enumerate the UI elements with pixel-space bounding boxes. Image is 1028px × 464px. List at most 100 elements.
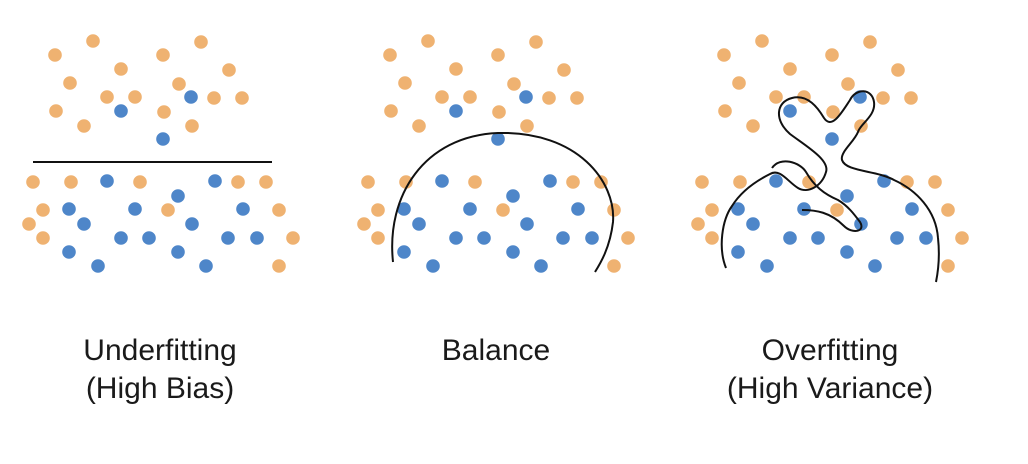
blue-point: [77, 217, 91, 231]
orange-point: [695, 175, 709, 189]
blue-point: [506, 245, 520, 259]
orange-point: [520, 119, 534, 133]
orange-point: [421, 34, 435, 48]
blue-point: [556, 231, 570, 245]
orange-point: [357, 217, 371, 231]
blue-point: [731, 245, 745, 259]
orange-point: [157, 105, 171, 119]
orange-point: [876, 91, 890, 105]
blue-point: [506, 189, 520, 203]
orange-point: [746, 119, 760, 133]
blue-point: [449, 104, 463, 118]
blue-point: [534, 259, 548, 273]
orange-point: [891, 63, 905, 77]
orange-point: [607, 203, 621, 217]
orange-point: [491, 48, 505, 62]
blue-point: [797, 202, 811, 216]
orange-point: [172, 77, 186, 91]
blue-point: [811, 231, 825, 245]
blue-point: [435, 174, 449, 188]
orange-point: [468, 175, 482, 189]
blue-point: [783, 231, 797, 245]
orange-point: [49, 104, 63, 118]
blue-point: [199, 259, 213, 273]
orange-point: [398, 76, 412, 90]
orange-point: [826, 105, 840, 119]
blue-point: [236, 202, 250, 216]
orange-point: [570, 91, 584, 105]
overfitting-boundary-curve: [720, 90, 940, 283]
orange-point: [769, 90, 783, 104]
orange-point: [399, 175, 413, 189]
orange-point: [286, 231, 300, 245]
orange-point: [732, 76, 746, 90]
overfitting-panel: [691, 34, 969, 273]
orange-point: [207, 91, 221, 105]
orange-point: [114, 62, 128, 76]
blue-point: [221, 231, 235, 245]
orange-point: [705, 203, 719, 217]
blue-point: [100, 174, 114, 188]
orange-point: [86, 34, 100, 48]
orange-point: [361, 175, 375, 189]
blue-point: [463, 202, 477, 216]
orange-point: [941, 203, 955, 217]
blue-point: [919, 231, 933, 245]
orange-point: [371, 231, 385, 245]
orange-point: [928, 175, 942, 189]
blue-point: [397, 202, 411, 216]
orange-point: [941, 259, 955, 273]
blue-point: [905, 202, 919, 216]
orange-point: [384, 104, 398, 118]
orange-point: [566, 175, 580, 189]
orange-point: [371, 203, 385, 217]
orange-point: [557, 63, 571, 77]
blue-point: [491, 132, 505, 146]
orange-point: [863, 35, 877, 49]
orange-point: [26, 175, 40, 189]
orange-point: [492, 105, 506, 119]
blue-point: [114, 104, 128, 118]
blue-point: [184, 90, 198, 104]
orange-point: [100, 90, 114, 104]
overfitting-caption: Overfitting (High Variance): [670, 332, 990, 408]
blue-point: [426, 259, 440, 273]
balance-title: Balance: [441, 334, 551, 367]
underfitting-subtitle: (High Bias): [85, 372, 235, 405]
orange-point: [161, 203, 175, 217]
orange-point: [463, 90, 477, 104]
orange-point: [77, 119, 91, 133]
orange-point: [449, 62, 463, 76]
orange-point: [194, 35, 208, 49]
orange-point: [691, 217, 705, 231]
orange-point: [36, 203, 50, 217]
underfitting-title: Underfitting: [83, 334, 237, 367]
blue-point: [890, 231, 904, 245]
balance-panel: [357, 34, 635, 273]
orange-point: [621, 231, 635, 245]
orange-point: [63, 76, 77, 90]
orange-point: [542, 91, 556, 105]
blue-point: [840, 245, 854, 259]
overfitting-boundary-loop: [771, 160, 863, 232]
blue-point: [783, 104, 797, 118]
orange-point: [705, 231, 719, 245]
orange-point: [841, 77, 855, 91]
orange-point: [830, 203, 844, 217]
blue-point: [520, 217, 534, 231]
blue-point: [840, 189, 854, 203]
orange-point: [259, 175, 273, 189]
orange-point: [529, 35, 543, 49]
orange-point: [272, 203, 286, 217]
orange-point: [48, 48, 62, 62]
orange-point: [507, 77, 521, 91]
blue-point: [397, 245, 411, 259]
blue-point: [91, 259, 105, 273]
orange-point: [718, 104, 732, 118]
blue-point: [128, 202, 142, 216]
orange-point: [496, 203, 510, 217]
orange-point: [717, 48, 731, 62]
blue-point: [171, 189, 185, 203]
orange-point: [904, 91, 918, 105]
orange-point: [128, 90, 142, 104]
